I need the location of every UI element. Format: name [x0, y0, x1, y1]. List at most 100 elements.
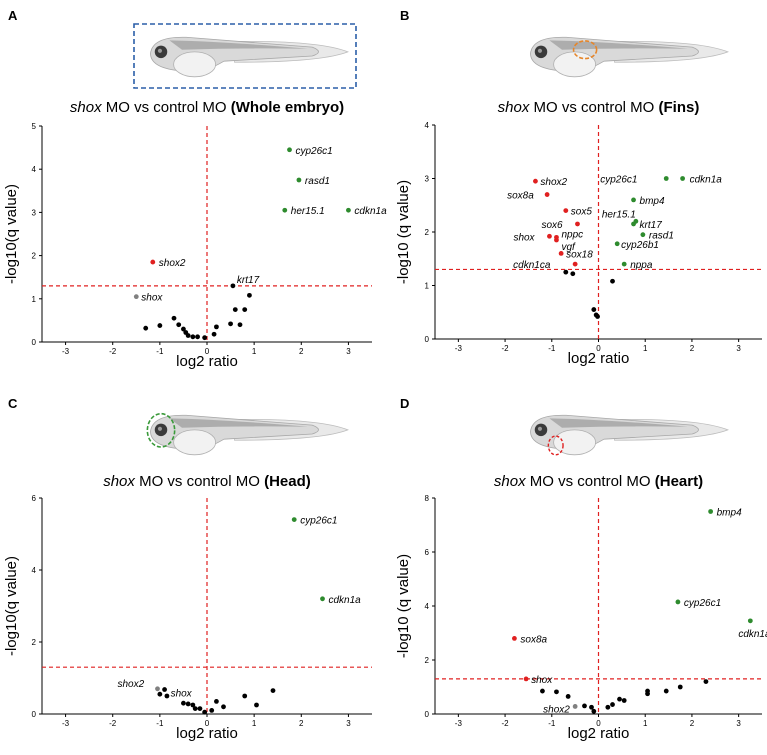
data-point — [747, 618, 753, 624]
data-point — [680, 176, 685, 181]
data-point — [242, 693, 248, 699]
point-label: cdkn1a — [329, 595, 362, 606]
y-tick-label: 4 — [32, 165, 37, 174]
whole-embryo-highlight-box — [133, 23, 357, 89]
data-point — [591, 307, 597, 312]
data-point — [663, 176, 669, 181]
data-point — [192, 706, 198, 711]
data-point — [143, 325, 149, 331]
point-label: shox2 — [118, 679, 145, 690]
point-label: cdkn1a — [738, 629, 767, 640]
x-tick-label: -1 — [548, 344, 556, 353]
y-tick-label: 4 — [425, 602, 430, 611]
x-tick-label: -1 — [156, 347, 164, 356]
data-point — [185, 701, 191, 707]
point-label: sox18 — [566, 249, 593, 260]
data-point — [230, 283, 236, 289]
title-gene: shox — [494, 473, 526, 490]
data-point — [540, 688, 545, 694]
y-tick-label: 0 — [32, 338, 37, 347]
data-point — [621, 698, 627, 703]
point-label: shox — [141, 293, 163, 304]
data-point — [185, 333, 191, 338]
data-point — [190, 334, 196, 340]
x-tick-label: 2 — [299, 719, 304, 728]
y-tick-label: 1 — [32, 295, 37, 304]
title-tissue: (Fins) — [659, 99, 700, 116]
data-point — [171, 315, 177, 321]
y-axis-label: -log10(q value) — [3, 556, 20, 656]
y-tick-label: 4 — [32, 566, 37, 575]
data-point — [214, 699, 219, 704]
embryo-illustration — [530, 36, 730, 78]
x-tick-label: -2 — [109, 719, 117, 728]
data-point — [181, 326, 186, 332]
chart-title: shox MO vs control MO (Whole embryo) — [70, 99, 344, 116]
panel-letter: D — [400, 396, 409, 411]
y-tick-label: 5 — [32, 122, 37, 131]
data-point — [270, 688, 276, 693]
data-point — [645, 688, 650, 694]
point-label: nppc — [561, 229, 583, 240]
y-tick-label: 4 — [425, 121, 430, 130]
point-label: her15.1 — [291, 206, 325, 217]
heart-highlight-circle — [547, 435, 564, 456]
embryo-yolk — [553, 51, 596, 78]
embryo-yolk — [173, 51, 217, 78]
data-point — [195, 334, 200, 340]
data-point — [133, 294, 139, 300]
head-highlight-circle — [146, 412, 176, 448]
y-axis-label: -log10 (q value) — [395, 180, 412, 284]
data-point — [254, 702, 259, 708]
point-label: nppa — [630, 260, 653, 271]
point-label: shox — [171, 689, 193, 700]
y-tick-label: 2 — [32, 638, 37, 647]
point-label: cdkn1ca — [513, 260, 551, 271]
data-point — [677, 684, 683, 690]
point-label: rasd1 — [649, 231, 674, 242]
y-tick-label: 2 — [425, 656, 430, 665]
data-point — [202, 709, 208, 715]
embryo-neural-tube — [549, 40, 688, 50]
title-gene: shox — [70, 99, 102, 116]
embryo-neural-tube — [549, 418, 688, 428]
point-label: cyp26b1 — [621, 240, 659, 251]
data-point — [572, 261, 578, 267]
data-point — [554, 689, 559, 695]
x-tick-label: 0 — [205, 719, 210, 728]
point-label: bmp4 — [640, 196, 665, 207]
data-point — [320, 596, 325, 602]
data-point — [582, 703, 587, 709]
x-tick-label: 1 — [252, 719, 257, 728]
data-point — [610, 702, 615, 707]
data-point — [558, 251, 564, 256]
fin-highlight-circle — [572, 40, 598, 60]
title-tissue: (Head) — [264, 473, 311, 490]
data-point — [544, 192, 550, 197]
x-tick-label: 2 — [690, 344, 695, 353]
point-label: cyp26c1 — [296, 146, 333, 157]
point-label: sox8a — [520, 634, 547, 645]
data-point — [663, 688, 669, 694]
x-axis-label: log2 ratio — [176, 353, 238, 370]
y-tick-label: 6 — [32, 494, 37, 503]
x-tick-label: -3 — [455, 344, 463, 353]
x-tick-label: 3 — [346, 347, 351, 356]
y-tick-label: 8 — [425, 494, 430, 503]
x-tick-label: 3 — [736, 719, 741, 728]
x-tick-label: -3 — [62, 719, 70, 728]
y-tick-label: 2 — [425, 228, 430, 237]
data-point — [523, 676, 529, 682]
embryo-neural-tube — [169, 40, 308, 50]
point-label: cyp26c1 — [600, 175, 637, 186]
data-point — [164, 693, 170, 699]
x-tick-label: 1 — [643, 344, 648, 353]
data-point — [181, 700, 186, 706]
y-tick-label: 3 — [32, 208, 37, 217]
embryo-illustration — [530, 414, 730, 456]
data-point — [211, 331, 217, 337]
point-label: shox2 — [540, 177, 567, 188]
data-point — [547, 233, 552, 239]
